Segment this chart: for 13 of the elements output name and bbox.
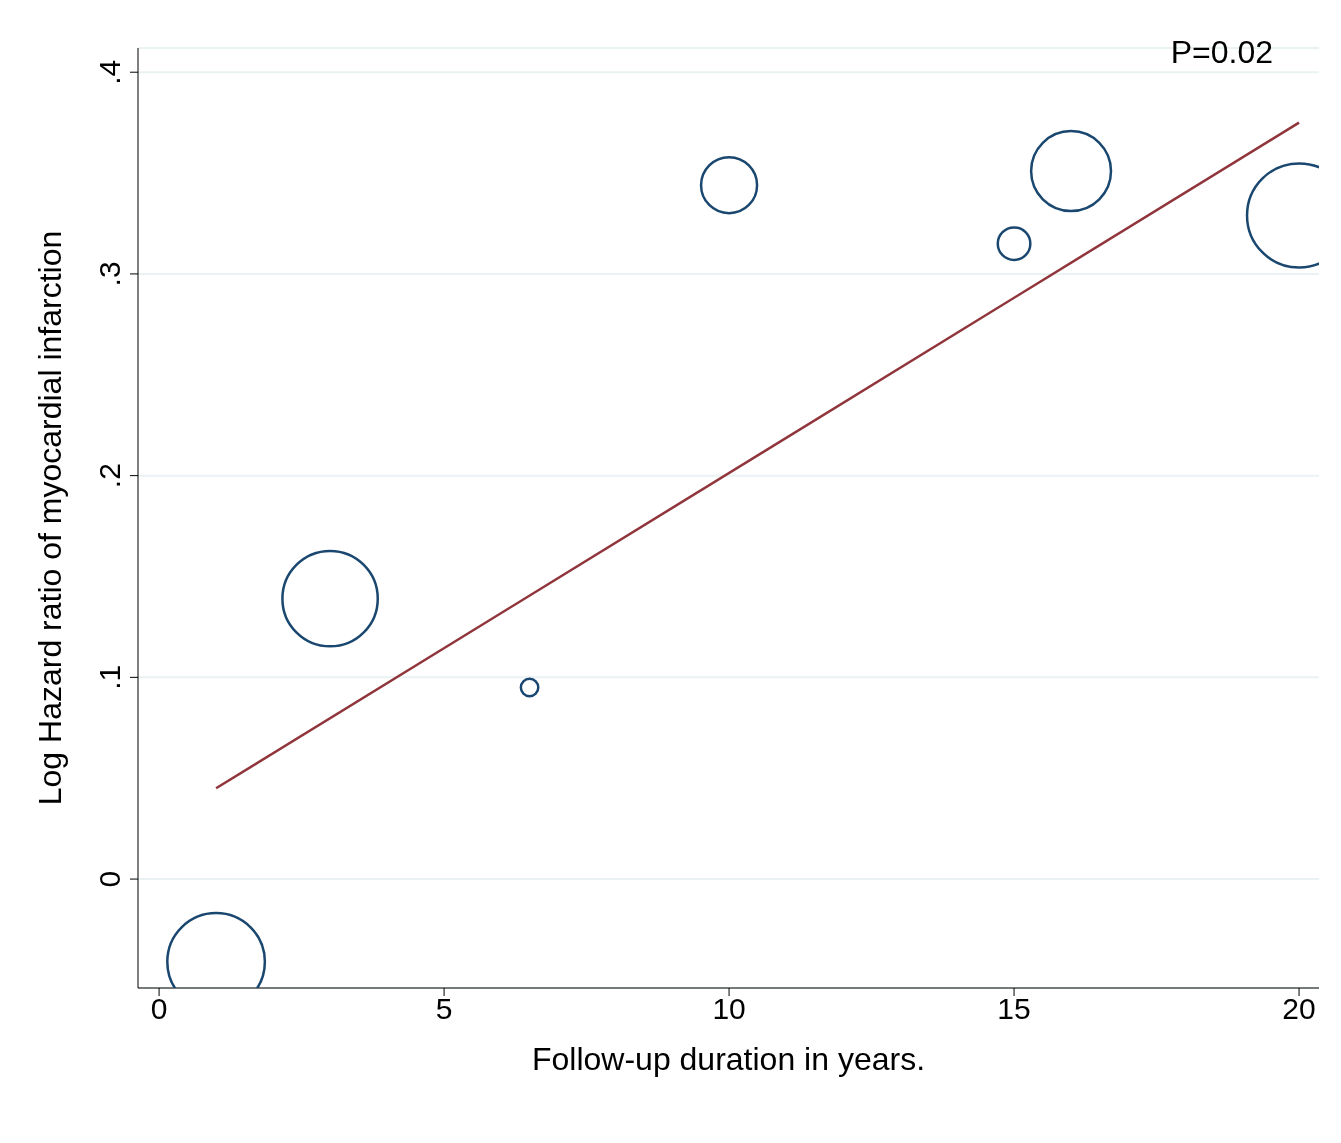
y-tick-label: .3	[93, 261, 126, 287]
x-tick-label: 5	[435, 992, 453, 1026]
y-tick-label: .1	[93, 664, 126, 690]
y-tick-label: .4	[93, 59, 126, 85]
x-tick-label: 10	[712, 992, 746, 1026]
x-axis-title: Follow-up duration in years.	[531, 1041, 926, 1077]
y-axis-title: Log Hazard ratio of myocardial infarction	[32, 230, 69, 806]
y-tick-label: 0	[93, 870, 126, 888]
annotation: P=0.02	[1170, 34, 1273, 71]
x-tick-label: 20	[1282, 992, 1316, 1026]
x-tick-label: 0	[150, 992, 168, 1026]
y-tick-label: .2	[93, 463, 126, 489]
x-tick-label: 15	[997, 992, 1031, 1026]
